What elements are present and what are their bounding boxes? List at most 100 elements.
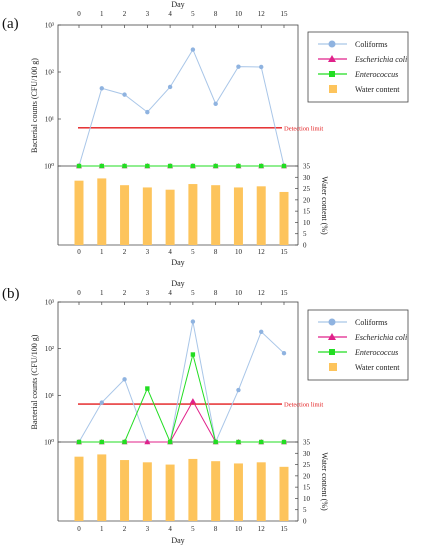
x-tick-top-label: 10 [235,10,243,18]
y2-tick-label: 15 [303,484,311,492]
y2-tick-label: 20 [303,472,311,480]
water-bar [74,456,84,521]
y-tick-label: 10¹ [45,116,54,124]
water-bar [142,187,152,245]
point-enterococcus [190,352,196,357]
x-tick-top-label: 1 [100,289,104,297]
x-tick-bottom-label: 12 [258,525,266,533]
x-tick-bottom-label: 4 [168,525,172,533]
water-bar [188,458,198,521]
point-enterococcus [259,439,264,445]
x-tick-top-label: 15 [281,289,289,297]
point-enterococcus [236,163,241,169]
plot-frame [57,24,299,167]
water-bar [279,191,289,245]
point-coliforms [122,92,127,97]
x-tick-top-label: 5 [191,289,195,297]
point-ecoli [189,398,196,404]
y2-tick-label: 25 [303,185,311,193]
y-tick-label: 10³ [45,299,54,307]
point-coliforms [281,350,287,356]
y2-tick-label: 0 [303,242,307,250]
point-enterococcus [281,163,287,169]
point-coliforms [167,84,173,90]
x-tick-bottom-label: 0 [77,248,81,256]
series-line-enterococcus [79,352,284,444]
legend: Coliforms Escherichia coli Enterococcus Wat… [307,31,409,103]
y2-tick-label: 0 [303,518,307,526]
x-tick-top-label: 3 [146,289,150,297]
series-line-coliforms [78,321,285,444]
legend-marker-ecoli [328,333,336,340]
x-tick-top-label: 1 [100,10,104,18]
point-enterococcus [213,439,218,445]
y-axis-title: Bacterial counts (CFU/100 g) [30,334,39,429]
y2-axis-title: Water content (%) [320,452,329,511]
point-enterococcus [259,163,264,169]
x-tick-top-label: 3 [146,10,150,18]
x-tick-bottom-label: 10 [235,525,243,533]
x-tick-bottom-label: 0 [77,525,81,533]
x-tick-bottom-label: 2 [123,248,127,256]
point-enterococcus [76,439,82,445]
y2-tick-label: 10 [303,219,311,227]
legend-marker-coliforms [328,318,336,326]
legend-marker-coliforms [328,40,336,48]
y-tick-label: 10³ [45,22,54,30]
y2-tick-label: 15 [303,208,311,216]
y2-axis-title: Water content (%) [320,176,329,235]
legend-box [307,31,409,103]
x-tick-top-label: 0 [77,10,81,18]
series-line-coliforms [78,48,285,167]
x-tick-top-label: 2 [123,10,127,18]
y2-tick-label: 30 [303,450,311,458]
water-bar [120,185,130,245]
water-bar [165,189,175,245]
x-tick-top-label: 2 [123,289,127,297]
legend-marker-enterococcus [329,349,335,355]
water-bar [97,178,107,245]
legend-marker-enterococcus [329,71,335,77]
legend-label-coliforms: Coliforms [355,40,387,49]
x-tick-bottom-label: 2 [123,525,127,533]
legend-label-water: Water content [355,363,400,372]
x-tick-bottom-label: 15 [281,248,289,256]
legend-label-enterococcus: Enterococcus [354,348,398,357]
detection-limit-label: Detection limit [284,402,323,409]
x-tick-top-label: 4 [168,10,172,18]
point-coliforms [99,86,104,91]
point-enterococcus [281,439,287,445]
x-axis-title-top: Day [171,279,184,288]
point-coliforms [122,377,127,382]
y2-tick-label: 5 [303,506,307,514]
point-coliforms [145,109,150,115]
x-tick-top-label: 12 [258,289,266,297]
y2-tick-label: 35 [303,163,311,171]
y-tick-label: 10⁰ [44,163,54,171]
point-enterococcus [122,163,127,169]
water-bar [165,464,175,521]
water-bar [188,184,198,245]
legend-label-coliforms: Coliforms [355,318,387,327]
water-bar [97,454,107,521]
x-tick-bottom-label: 15 [281,525,289,533]
water-bar [279,466,289,521]
point-enterococcus [145,163,150,169]
x-axis-title-bottom: Day [171,258,184,267]
x-axis-title-bottom: Day [171,536,184,545]
legend-swatch-water [329,85,337,93]
point-enterococcus [190,163,196,169]
point-enterococcus [76,163,82,169]
y2-tick-label: 20 [303,196,311,204]
point-coliforms [213,101,218,107]
x-tick-bottom-label: 3 [146,248,150,256]
legend-marker-ecoli [328,55,336,62]
detection-limit-label: Detection limit [284,125,323,132]
panel-label: (a) [2,16,19,32]
point-enterococcus [99,163,104,169]
x-tick-top-label: 4 [168,289,172,297]
legend-label-ecoli: Escherichia coli [354,333,407,342]
point-enterococcus [122,439,127,445]
